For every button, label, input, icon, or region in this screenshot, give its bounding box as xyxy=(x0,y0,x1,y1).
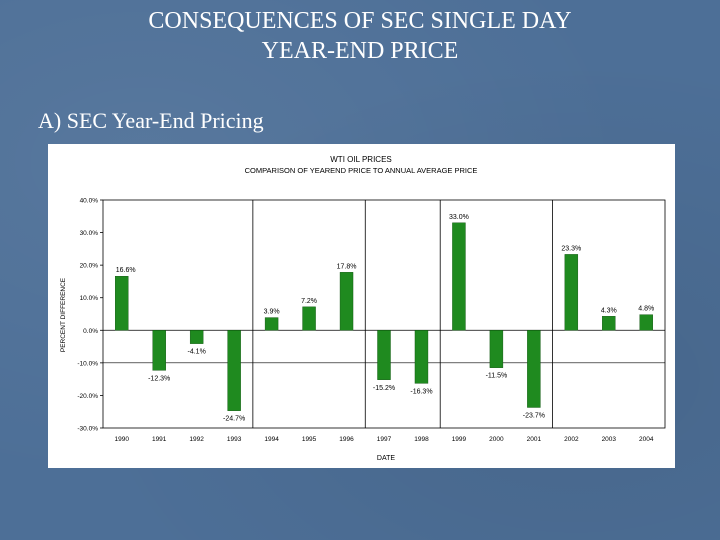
data-label: -16.3% xyxy=(410,388,432,395)
bar-chart: WTI OIL PRICES COMPARISON OF YEAREND PRI… xyxy=(60,155,666,462)
data-label: 7.2% xyxy=(301,298,317,305)
bar xyxy=(377,330,391,380)
bar xyxy=(414,330,429,384)
bar xyxy=(152,330,166,371)
y-tick-label: 40.0% xyxy=(80,198,99,205)
chart-subtitle: COMPARISON OF YEAREND PRICE TO ANNUAL AV… xyxy=(245,166,478,175)
bar xyxy=(452,222,466,331)
chart-panel: WTI OIL PRICES COMPARISON OF YEAREND PRI… xyxy=(48,144,675,468)
data-label: 3.9% xyxy=(264,309,280,316)
bar xyxy=(564,254,579,331)
bar xyxy=(302,306,316,331)
bar xyxy=(602,316,616,331)
bar xyxy=(189,330,204,344)
x-axis-label: DATE xyxy=(377,455,395,462)
x-tick-label: 2002 xyxy=(564,436,579,443)
data-label: -23.7% xyxy=(523,412,545,419)
data-label: -24.7% xyxy=(223,416,245,423)
plot-area: 40.0% 30.0% 20.0% 10.0% 0.0% -10.0% -20.0% -30.… xyxy=(77,198,666,443)
data-label: -12.3% xyxy=(148,375,170,382)
y-tick-label: -10.0% xyxy=(77,360,98,367)
bar xyxy=(639,314,653,331)
x-tick-label: 1996 xyxy=(339,436,354,443)
x-tick-label: 2004 xyxy=(639,436,654,443)
y-tick-label: 0.0% xyxy=(83,328,98,335)
slide-title-line-1: CONSEQUENCES OF SEC SINGLE DAY xyxy=(148,8,572,34)
y-tick-label: 20.0% xyxy=(80,263,99,270)
bar xyxy=(527,330,541,408)
data-label: 33.0% xyxy=(449,214,469,221)
bar xyxy=(115,276,129,331)
bar xyxy=(339,272,354,331)
y-axis-label: PERCENT DIFFERENCE xyxy=(60,277,67,352)
x-tick-label: 2001 xyxy=(527,436,542,443)
x-tick-label: 1995 xyxy=(302,436,317,443)
x-tick-label: 1998 xyxy=(414,436,429,443)
plot-frame xyxy=(102,199,666,429)
x-tick-label: 1997 xyxy=(377,436,392,443)
data-label: 23.3% xyxy=(561,245,581,252)
x-tick-label: 2003 xyxy=(602,436,617,443)
x-tick-label: 1994 xyxy=(264,436,279,443)
slide-title-line-2: YEAR-END PRICE xyxy=(261,38,459,64)
data-label: 4.3% xyxy=(601,307,617,314)
section-subtitle: A) SEC Year-End Pricing xyxy=(38,108,264,133)
x-tick-label: 1991 xyxy=(152,436,167,443)
bar xyxy=(264,317,279,331)
data-label: 4.8% xyxy=(638,306,654,313)
chart-title: WTI OIL PRICES xyxy=(330,155,392,164)
x-tick-label: 1992 xyxy=(189,436,204,443)
data-label: 17.8% xyxy=(337,263,357,270)
y-tick-label: 30.0% xyxy=(80,230,99,237)
data-label: 16.6% xyxy=(116,267,136,274)
bar xyxy=(227,330,241,411)
y-tick-label: -20.0% xyxy=(77,393,98,400)
data-label: -11.5% xyxy=(486,373,508,380)
x-tick-label: 2000 xyxy=(489,436,504,443)
data-label: -4.1% xyxy=(188,349,206,356)
y-tick-label: -30.0% xyxy=(77,426,98,433)
x-tick-label: 1990 xyxy=(114,436,129,443)
bar xyxy=(489,330,504,368)
x-tick-label: 1999 xyxy=(452,436,467,443)
slide-title: CONSEQUENCES OF SEC SINGLE DAY YEAR-END … xyxy=(0,6,720,66)
x-tick-label: 1993 xyxy=(227,436,242,443)
data-label: -15.2% xyxy=(373,385,395,392)
y-tick-label: 10.0% xyxy=(80,295,99,302)
